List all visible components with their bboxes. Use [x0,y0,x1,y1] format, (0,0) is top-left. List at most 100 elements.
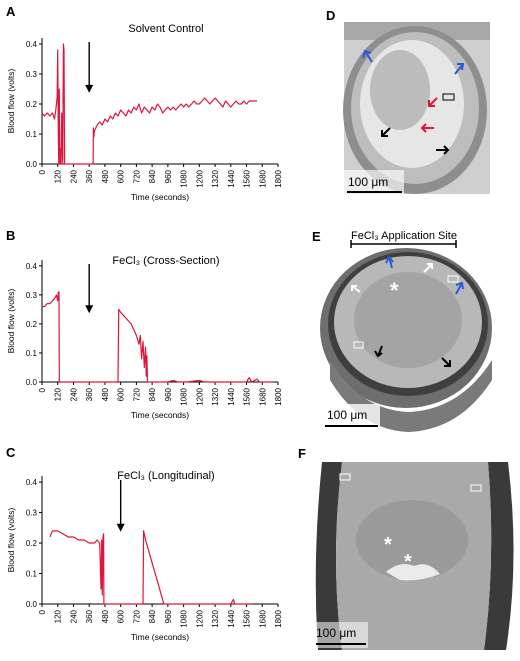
blue-arrow-icon [454,63,465,75]
x-tick-label: 960 [164,387,173,401]
x-tick-label: 840 [148,169,157,183]
chart-panel-c: C FeCl₃ (Longitudinal) 0.0 0.1 0.2 0.3 0.4 0 120… [6,445,283,642]
x-tick-label: 1680 [258,609,267,627]
x-tick-label: 1680 [258,387,267,405]
y-tick-label: 0.4 [26,40,38,49]
x-tick-label: 480 [101,169,110,183]
x-tick-label: 1680 [258,169,267,187]
x-tick-label: 840 [148,387,157,401]
chart-panel-a: A Solvent Control 0.0 0.1 0.2 0.3 0.4 0 120 240 36… [6,4,283,202]
micrograph-panel-f: F * * 100 μm [298,446,518,650]
micrograph-d-cell-mass [370,50,430,130]
blood-flow-trace [41,43,257,165]
x-tick-label: 1080 [180,169,189,187]
x-tick-label: 1200 [195,387,204,405]
blue-arrow-icon [362,49,373,63]
black-arrow-icon [381,127,391,137]
y-tick-label: 0.0 [26,160,38,169]
thrombus-asterisk-icon: * [404,551,412,573]
application-arrow-icon [116,480,125,532]
x-axis-label: Time (seconds) [131,632,189,642]
x-tick-label: 1080 [180,609,189,627]
x-tick-label: 840 [148,609,157,623]
y-tick-label: 0.3 [26,291,38,300]
y-tick-label: 0.0 [26,600,38,609]
micrograph-panel-e: E FeCl₃ Application Site * [312,229,508,432]
y-tick-label: 0.1 [26,349,38,358]
black-arrow-icon [436,145,450,155]
x-tick-label: 240 [69,609,78,623]
y-tick-label: 0.0 [26,378,38,387]
red-arrow-icon [428,97,438,107]
blue-arrow-icon [455,281,464,295]
micrograph-f-right-wall [484,462,514,650]
x-tick-label: 120 [54,387,63,401]
panel-letter-e: E [312,229,321,244]
y-tick-label: 0.3 [26,509,38,518]
application-arrow-icon [85,42,94,93]
y-tick-label: 0.2 [26,539,38,548]
micrograph-f-inset-box [470,484,482,492]
micrograph-f-cell-cluster [386,564,440,581]
chart-title: FeCl₃ (Cross-Section) [112,255,219,267]
x-tick-label: 360 [85,609,94,623]
scale-label-e: 100 μm [327,408,367,422]
y-tick-label: 0.1 [26,570,38,579]
red-arrow-icon [420,123,434,133]
x-tick-label: 1200 [195,609,204,627]
x-tick-label: 0 [38,387,47,392]
x-tick-label: 1200 [195,169,204,187]
x-tick-label: 600 [117,169,126,183]
black-arrow-icon [374,345,383,358]
x-tick-label: 1800 [274,169,283,187]
x-tick-label: 240 [69,169,78,183]
y-axis-label: Blood flow (volts) [6,288,16,353]
y-axis-label: Blood flow (volts) [6,68,16,133]
x-axis-label: Time (seconds) [131,410,189,420]
x-tick-label: 1320 [211,609,220,627]
scale-label-f: 100 μm [316,626,356,640]
x-tick-label: 1320 [211,387,220,405]
x-tick-label: 1440 [227,609,236,627]
x-tick-label: 120 [54,609,63,623]
thrombus-asterisk-icon: * [390,278,399,303]
y-tick-label: 0.4 [26,262,38,271]
x-tick-label: 1560 [243,609,252,627]
application-site-header: FeCl₃ Application Site [351,230,457,242]
panel-letter-b: B [6,228,15,243]
blood-flow-trace [42,291,273,383]
x-tick-label: 720 [132,387,141,401]
chart-panel-b: B FeCl₃ (Cross-Section) 0.0 0.1 0.2 0.3 0.4 0 12… [6,228,283,420]
panel-letter-a: A [6,4,16,19]
blood-flow-trace [49,530,252,605]
x-tick-label: 1800 [274,609,283,627]
x-tick-label: 720 [132,609,141,623]
x-tick-label: 1320 [211,169,220,187]
panel-letter-c: C [6,445,16,460]
panel-letter-d: D [326,8,335,23]
white-arrow-icon [423,263,433,273]
x-tick-label: 1560 [243,169,252,187]
black-arrow-icon [441,357,451,367]
x-tick-label: 480 [101,387,110,401]
x-tick-label: 1440 [227,169,236,187]
x-tick-label: 1440 [227,387,236,405]
x-tick-label: 600 [117,609,126,623]
y-tick-label: 0.2 [26,320,38,329]
micrograph-e-inset-box [447,275,459,283]
micrograph-f-inset-box [339,473,351,481]
micrograph-panel-d: D 100 μm [326,8,490,194]
x-tick-label: 1080 [180,387,189,405]
y-tick-label: 0.1 [26,130,38,139]
x-tick-label: 360 [85,387,94,401]
panel-letter-f: F [298,446,306,461]
micrograph-e-inset-box [353,341,364,349]
x-tick-label: 0 [38,169,47,174]
chart-title: Solvent Control [128,23,203,35]
chart-title: FeCl₃ (Longitudinal) [117,470,214,482]
x-tick-label: 1800 [274,387,283,405]
white-arrow-icon [351,285,361,293]
blue-arrow-icon [385,255,394,269]
y-tick-label: 0.3 [26,70,38,79]
